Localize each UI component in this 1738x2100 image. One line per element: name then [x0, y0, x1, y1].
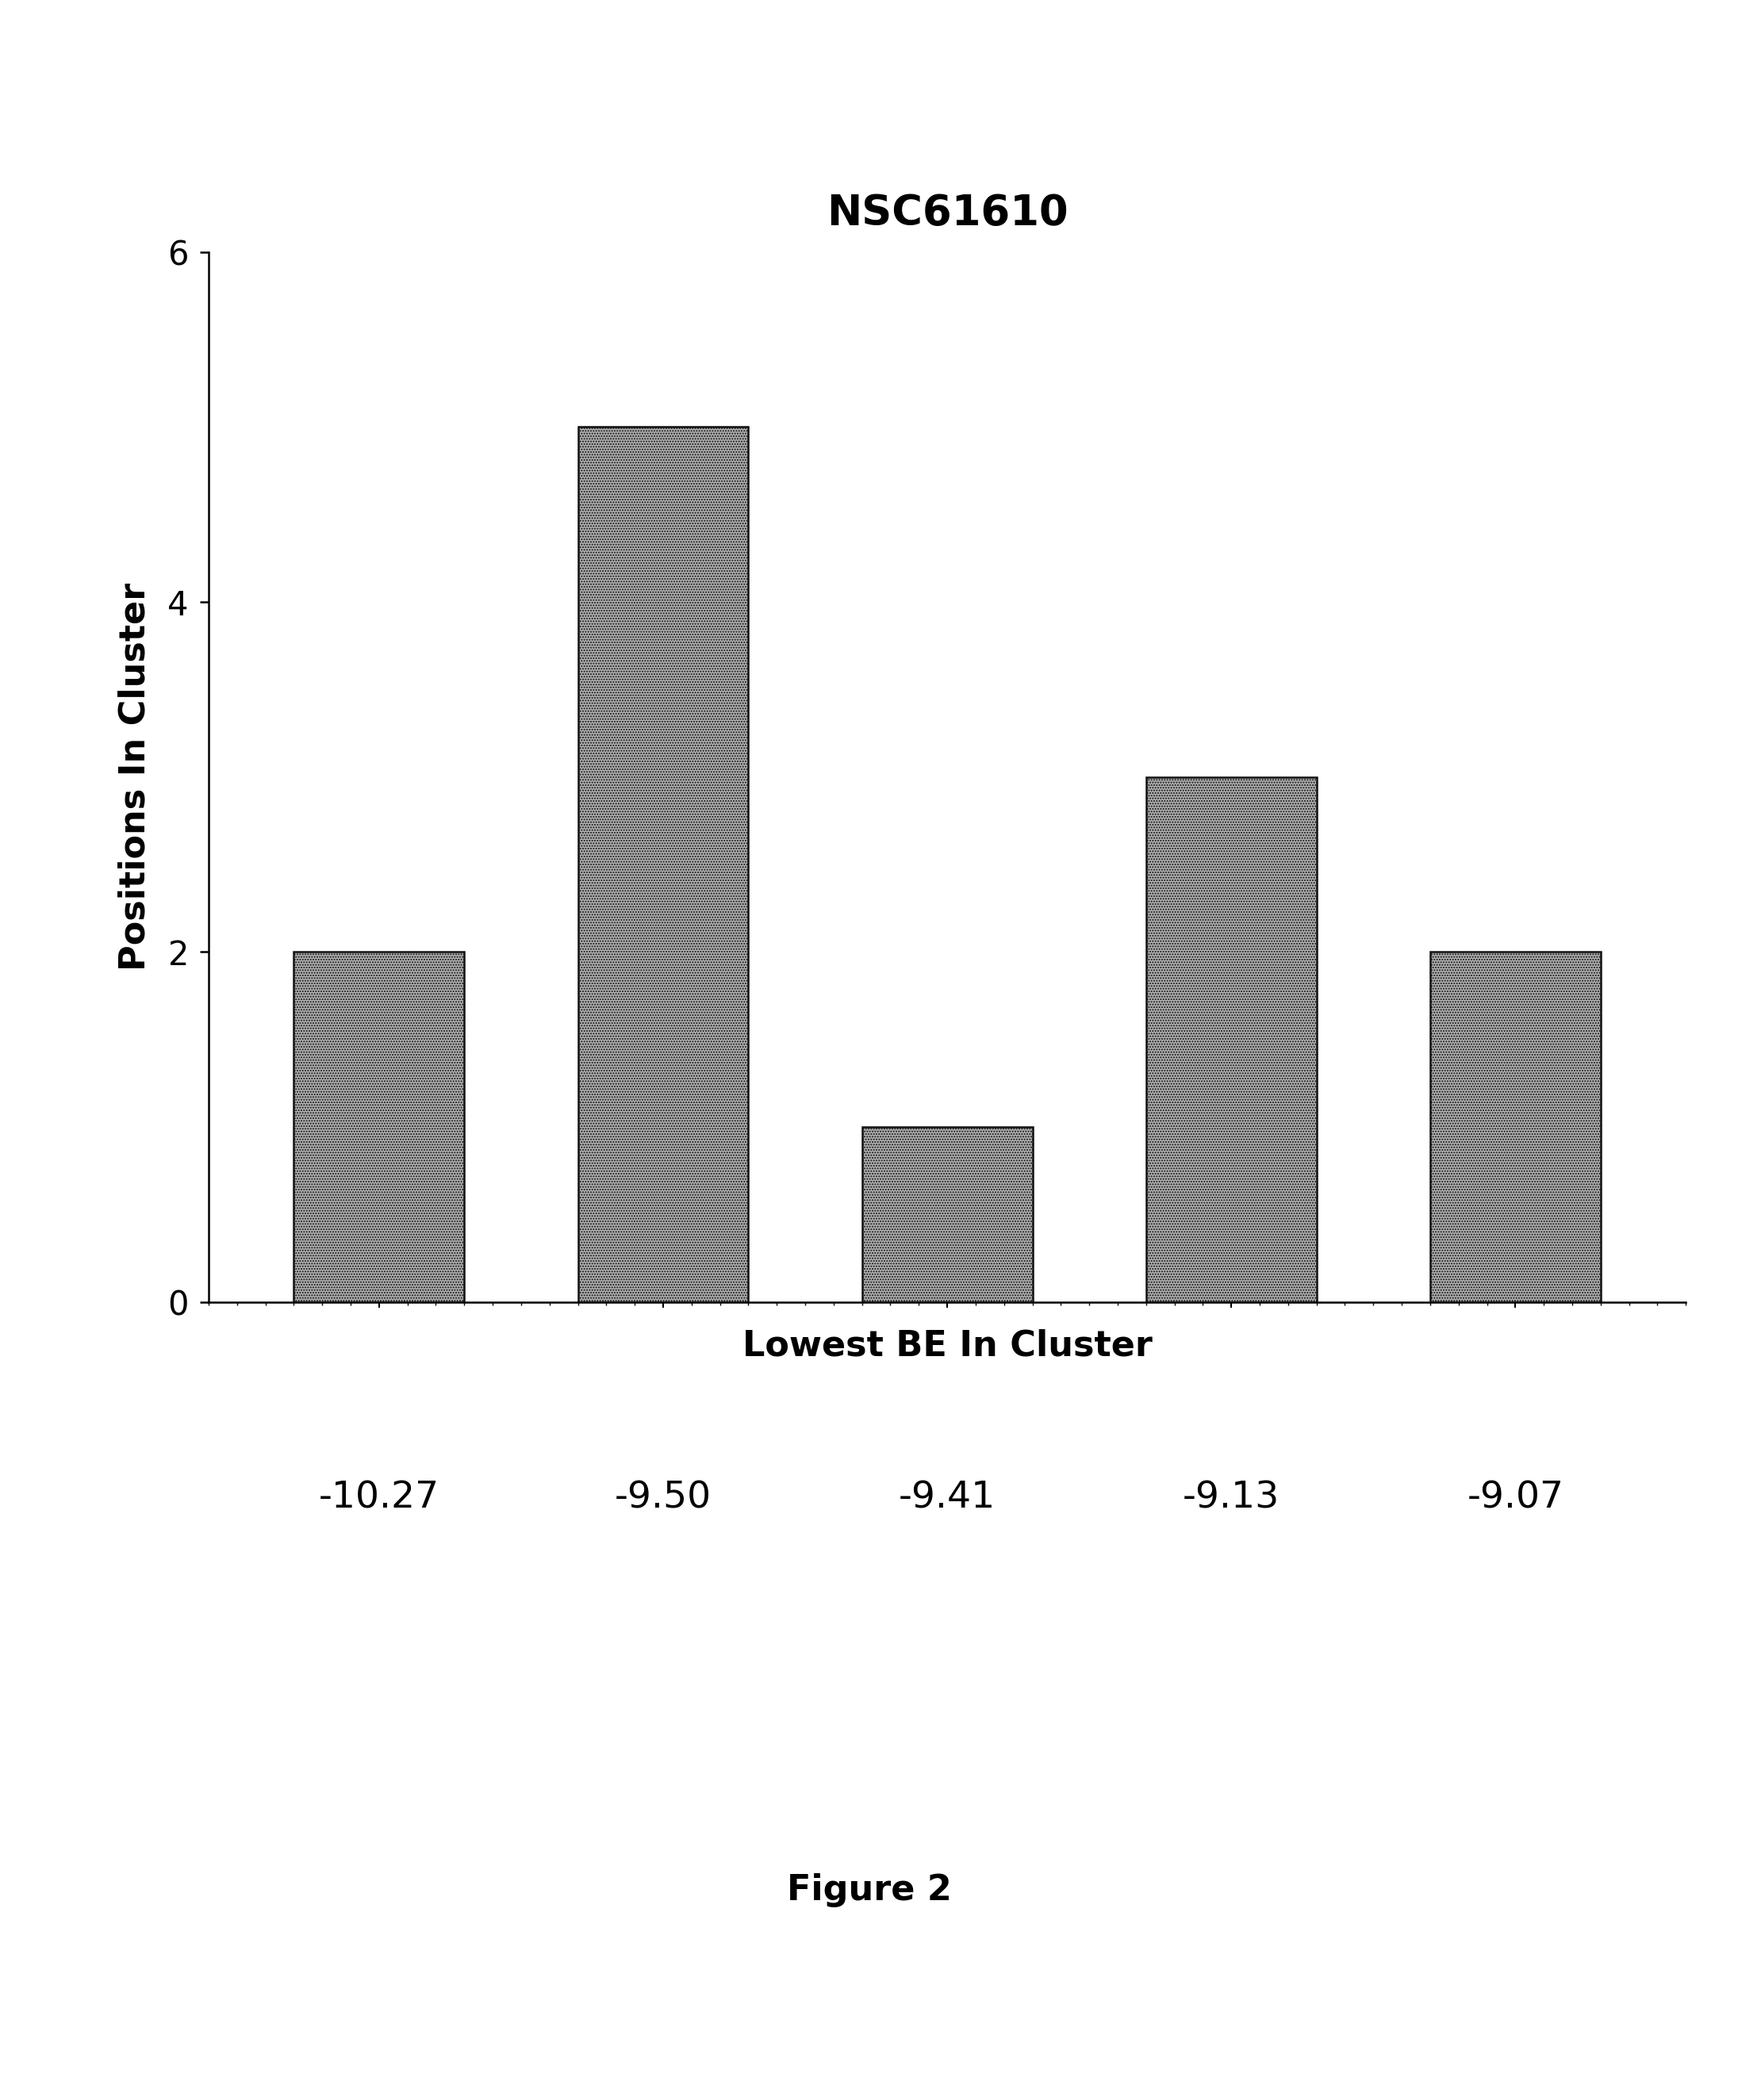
Text: -9.50: -9.50 [615, 1480, 711, 1516]
Bar [294, 951, 464, 1302]
Bar [1145, 777, 1317, 1302]
Title: NSC61610: NSC61610 [826, 193, 1069, 235]
Text: -10.27: -10.27 [318, 1480, 440, 1516]
Bar [577, 426, 749, 1302]
Text: Figure 2: Figure 2 [787, 1873, 951, 1907]
Text: -9.07: -9.07 [1467, 1480, 1564, 1516]
Bar [1430, 951, 1601, 1302]
Bar [862, 1128, 1032, 1302]
Text: -9.41: -9.41 [899, 1480, 996, 1516]
X-axis label: Lowest BE In Cluster: Lowest BE In Cluster [742, 1329, 1152, 1363]
Y-axis label: Positions In Cluster: Positions In Cluster [118, 584, 153, 970]
Text: -9.13: -9.13 [1184, 1480, 1279, 1516]
